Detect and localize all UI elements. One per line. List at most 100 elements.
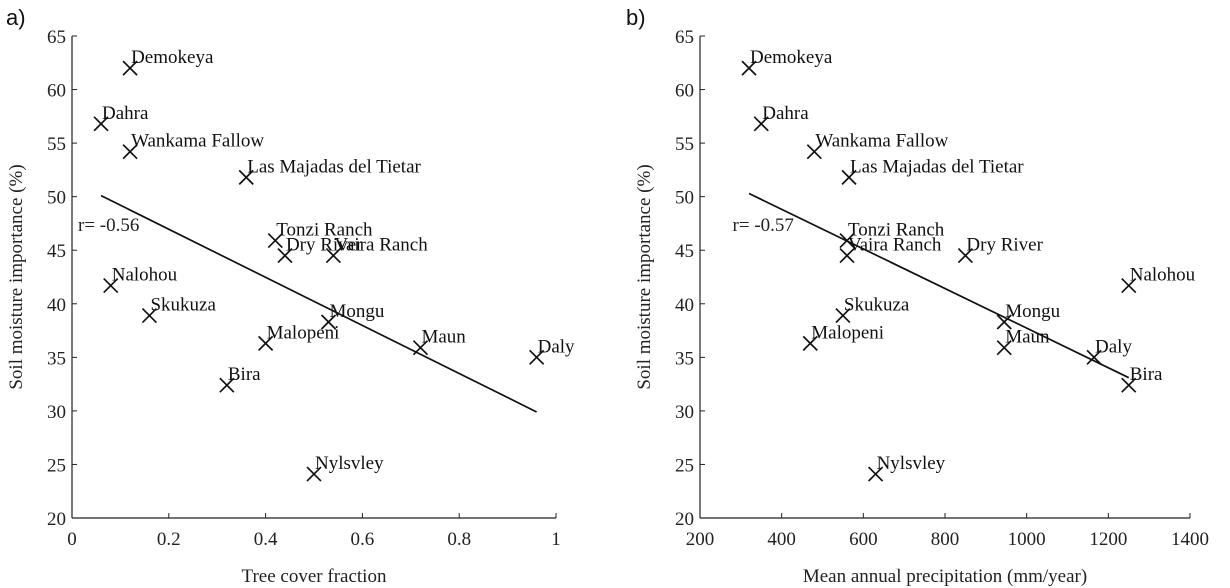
point-label: Tonzi Ranch — [848, 220, 945, 241]
x-tick-label: 1000 — [1008, 529, 1046, 550]
point-marker-stroke — [122, 60, 138, 76]
data-point: Skukuza — [835, 295, 910, 324]
data-point: Nylsvley — [306, 453, 384, 482]
point-marker-stroke — [802, 335, 818, 352]
point-marker-stroke — [277, 247, 293, 264]
point-marker-stroke — [306, 466, 322, 482]
x-tick-label: 0.2 — [157, 529, 181, 550]
panel-b: b) 200 400 600 800 1000 1200 1400 20 25 30 35 40 45 50… — [626, 5, 1209, 587]
regression-line — [748, 192, 1130, 379]
data-point: Tonzi Ranch — [839, 220, 945, 249]
y-tick-label: 30 — [47, 402, 66, 423]
correlation-label: r= -0.56 — [78, 215, 139, 236]
data-point: Demokeya — [741, 47, 833, 76]
point-marker-stroke — [529, 349, 545, 365]
point-marker-stroke — [741, 60, 757, 76]
y-tick-label: 65 — [675, 27, 694, 48]
y-tick-label: 30 — [675, 402, 694, 423]
point-label: Dahra — [102, 103, 149, 124]
point-marker-stroke — [219, 377, 235, 393]
data-point: Dry River — [957, 235, 1044, 264]
point-label: Wankama Fallow — [131, 131, 264, 152]
data-point: Daly — [1086, 336, 1132, 365]
y-tick-label: 60 — [675, 81, 694, 102]
data-point: Nalohou — [1121, 265, 1196, 294]
x-tick-label: 200 — [686, 529, 715, 550]
data-point: Wankama Fallow — [806, 131, 949, 160]
point-label: Vaira Ranch — [848, 235, 942, 256]
correlation-label: r= -0.57 — [733, 215, 794, 236]
y-tick-label: 35 — [47, 348, 66, 369]
point-marker-stroke — [996, 340, 1012, 356]
point-label: Vaira Ranch — [334, 235, 428, 256]
y-tick-label: 45 — [675, 241, 694, 262]
y-tick-label: 55 — [47, 134, 66, 155]
point-marker-stroke — [1086, 349, 1102, 365]
y-tick-label: 25 — [47, 455, 66, 476]
point-marker-stroke — [753, 116, 769, 132]
data-point: Tonzi Ranch — [267, 220, 373, 249]
panel-a: a) 0 0.2 0.4 0.6 0.8 1 20 25 30 35 40 45 50 55 60 65 Tree… — [6, 5, 575, 587]
data-point: Vaira Ranch — [839, 235, 942, 264]
point-marker-stroke — [839, 232, 855, 249]
x-tick-label: 0 — [67, 529, 77, 550]
point-marker-stroke — [839, 247, 855, 264]
point-label: Dry River — [286, 235, 363, 256]
y-tick-label: 25 — [675, 455, 694, 476]
x-tick-label: 0.6 — [351, 529, 375, 550]
point-marker-stroke — [325, 247, 341, 264]
point-label: Maun — [1005, 327, 1050, 348]
point-label: Daly — [538, 336, 575, 357]
point-label: Dahra — [762, 103, 809, 124]
data-point: Demokeya — [122, 47, 214, 76]
point-marker-stroke — [867, 466, 884, 482]
point-label: Mongu — [330, 301, 385, 322]
x-tick-label: 1200 — [1089, 529, 1127, 550]
data-point: Malopeni — [257, 322, 339, 352]
point-label: Dry River — [966, 235, 1043, 256]
data-point: Nylsvley — [867, 453, 946, 482]
point-label: Las Majadas del Tietar — [247, 156, 421, 177]
y-tick-label: 35 — [675, 348, 694, 369]
data-point: Las Majadas del Tietar — [238, 156, 422, 185]
point-label: Nalohou — [1130, 265, 1196, 286]
point-marker-stroke — [238, 169, 254, 185]
point-marker-stroke — [835, 307, 851, 324]
point-label: Bira — [1130, 364, 1163, 385]
x-tick-label: 0.8 — [447, 529, 471, 550]
data-point: Dry River — [277, 235, 363, 264]
point-marker-stroke — [267, 232, 283, 249]
data-point: Bira — [1121, 364, 1163, 393]
y-tick-label: 20 — [47, 509, 66, 530]
data-point: Mongu — [996, 301, 1061, 330]
point-label: Bira — [228, 364, 261, 385]
point-label: Skukuza — [150, 295, 216, 316]
y-tick-label: 50 — [47, 188, 66, 209]
x-tick-label: 600 — [849, 529, 878, 550]
panel-label: a) — [6, 5, 26, 30]
point-marker-stroke — [257, 335, 274, 352]
y-tick-label: 65 — [47, 27, 66, 48]
x-tick-label: 400 — [767, 529, 796, 550]
data-point: Daly — [529, 336, 575, 365]
y-tick-label: 45 — [47, 241, 66, 262]
y-tick-label: 60 — [47, 81, 66, 102]
point-marker-stroke — [996, 314, 1012, 330]
point-marker-stroke — [320, 314, 337, 330]
data-point: Vaira Ranch — [325, 235, 428, 264]
point-marker-stroke — [141, 307, 158, 324]
point-label: Nylsvley — [315, 453, 384, 474]
y-axis-label: Soil moisture importance (%) — [6, 164, 27, 389]
data-point: Las Majadas del Tietar — [841, 156, 1024, 185]
point-marker-stroke — [1121, 377, 1137, 393]
point-marker-stroke — [103, 277, 119, 294]
point-label: Nylsvley — [877, 453, 946, 474]
point-marker-stroke — [806, 144, 822, 160]
point-marker-stroke — [841, 169, 857, 185]
point-label: Mongu — [1005, 301, 1060, 322]
y-tick-label: 40 — [47, 295, 66, 316]
point-label: Malopeni — [811, 322, 884, 343]
point-label: Maun — [421, 327, 466, 348]
x-tick-label: 800 — [931, 529, 960, 550]
